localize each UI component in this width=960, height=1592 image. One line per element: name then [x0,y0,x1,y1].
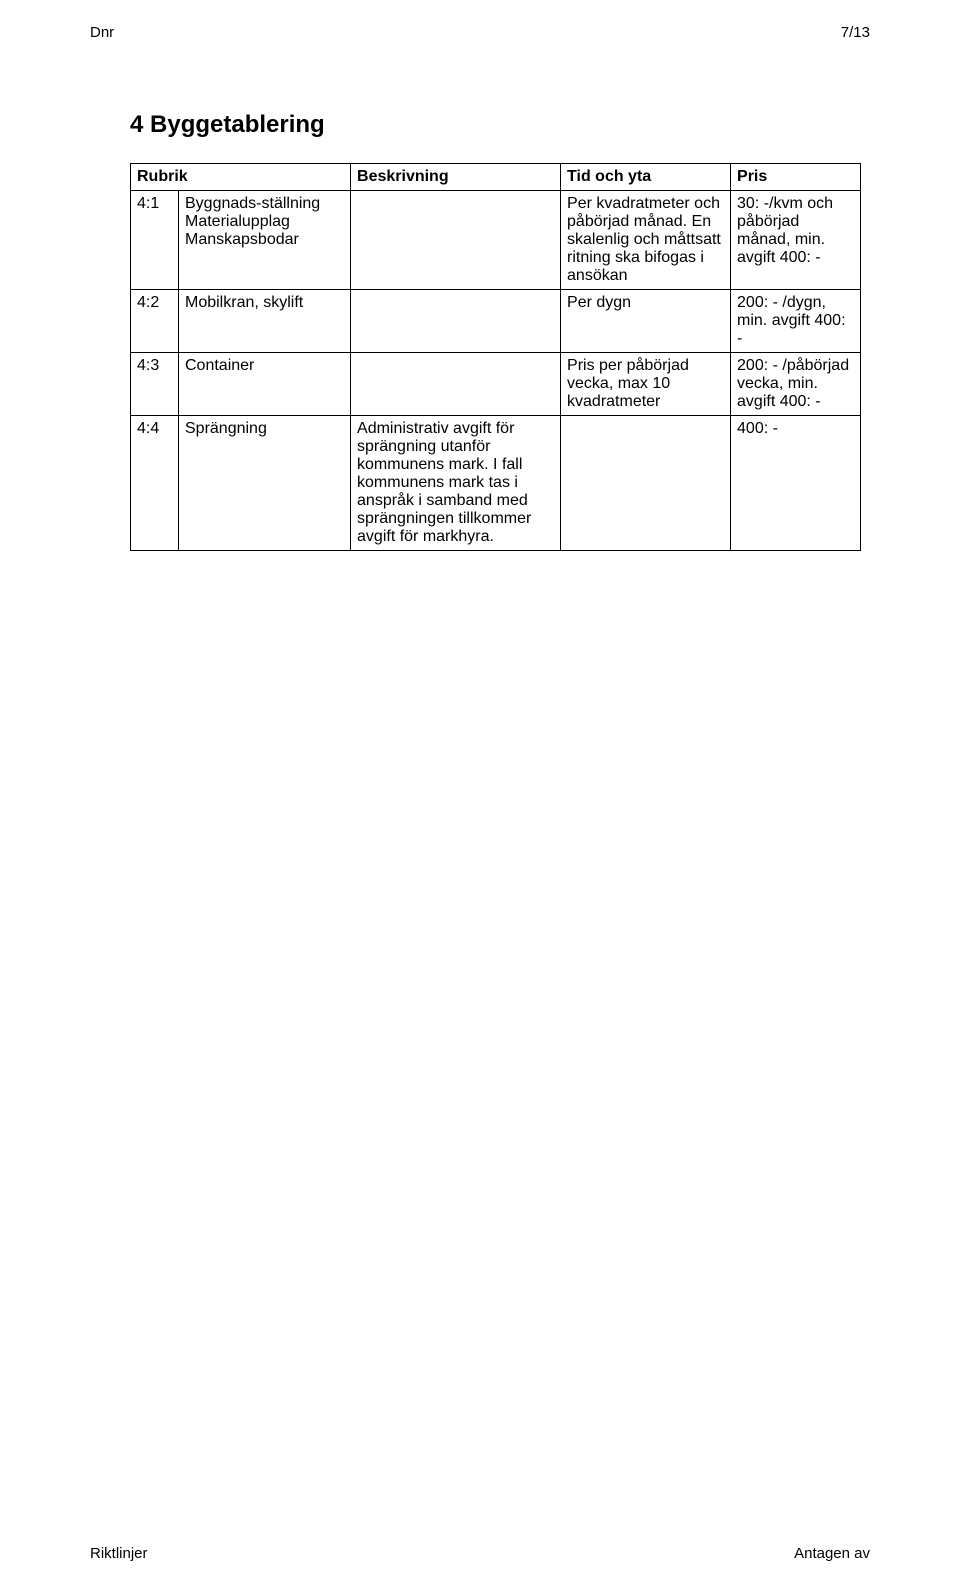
cell-tid: Per kvadratmeter och påbörjad månad. En … [561,191,731,290]
cell-tid: Per dygn [561,290,731,353]
cell-idx: 4:2 [131,290,179,353]
cell-pris: 200: - /påbörjad vecka, min. avgift 400:… [731,353,861,416]
page-footer: Riktlinjer Antagen av [90,1545,870,1562]
header-right: 7/13 [841,24,870,41]
header-left: Dnr [90,24,114,41]
cell-idx: 4:1 [131,191,179,290]
cell-tid [561,416,731,551]
cell-beskrivning [351,353,561,416]
cell-rubrik: Sprängning [179,416,351,551]
cell-rubrik: Mobilkran, skylift [179,290,351,353]
table-row: 4:4 Sprängning Administrativ avgift för … [131,416,861,551]
footer-left: Riktlinjer [90,1545,148,1562]
col-beskrivning: Beskrivning [351,164,561,191]
cell-rubrik: Container [179,353,351,416]
cell-beskrivning: Administrativ avgift för sprängning utan… [351,416,561,551]
cell-rubrik: Byggnads-ställning Materialupplag Manska… [179,191,351,290]
byggetablering-table: Rubrik Beskrivning Tid och yta Pris 4:1 … [130,163,861,551]
table-row: 4:1 Byggnads-ställning Materialupplag Ma… [131,191,861,290]
cell-tid: Pris per påbörjad vecka, max 10 kvadratm… [561,353,731,416]
table-row: 4:2 Mobilkran, skylift Per dygn 200: - /… [131,290,861,353]
table-row: 4:3 Container Pris per påbörjad vecka, m… [131,353,861,416]
cell-pris: 30: -/kvm och påbörjad månad, min. avgif… [731,191,861,290]
cell-idx: 4:3 [131,353,179,416]
cell-idx: 4:4 [131,416,179,551]
col-pris: Pris [731,164,861,191]
cell-beskrivning [351,290,561,353]
cell-pris: 200: - /dygn, min. avgift 400: - [731,290,861,353]
footer-right: Antagen av [794,1545,870,1562]
table-header-row: Rubrik Beskrivning Tid och yta Pris [131,164,861,191]
cell-beskrivning [351,191,561,290]
col-rubrik: Rubrik [131,164,351,191]
page-header: Dnr 7/13 [90,24,870,41]
col-tid-och-yta: Tid och yta [561,164,731,191]
cell-pris: 400: - [731,416,861,551]
section-title: 4 Byggetablering [90,111,870,139]
page: Dnr 7/13 4 Byggetablering Rubrik Beskriv… [0,0,960,1592]
